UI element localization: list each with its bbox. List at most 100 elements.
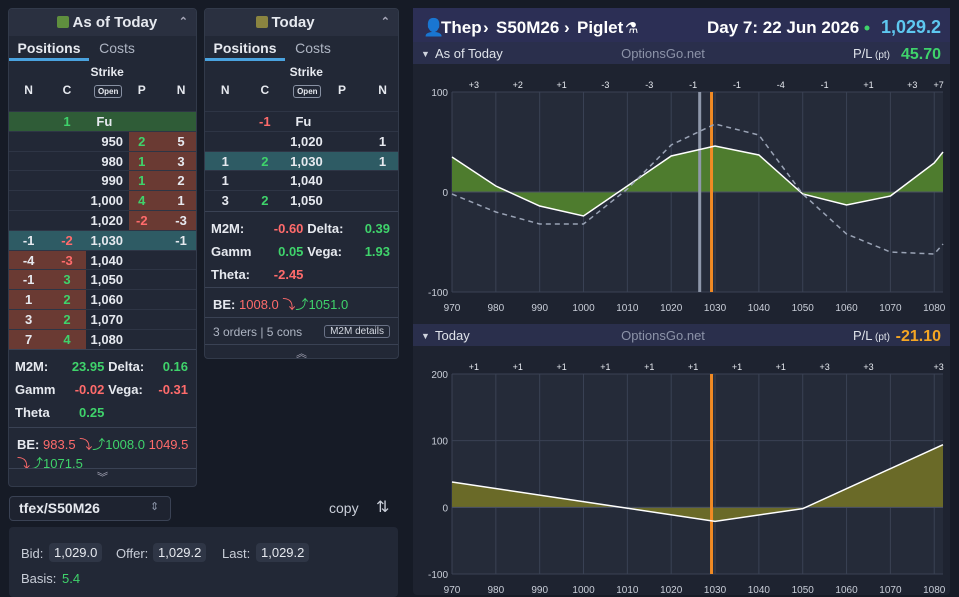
position-cell: 1 xyxy=(378,133,387,149)
stat-value: 23.95 xyxy=(71,359,105,374)
x-tick-label: 1050 xyxy=(792,585,815,595)
payoff-line xyxy=(451,123,944,255)
stat-label: M2M: xyxy=(211,221,245,236)
position-cell: 1 xyxy=(221,153,229,169)
basis-label: Basis: xyxy=(21,571,57,586)
symbol-text: tfex/S50M26 xyxy=(19,500,100,516)
breadcrumb-sep: › xyxy=(564,18,570,37)
strike-count-label: +1 xyxy=(644,362,654,372)
position-row: 990 1 2 xyxy=(9,170,196,192)
breadcrumb-sep: › xyxy=(483,18,489,37)
stat-value: -0.60 xyxy=(273,221,304,236)
y-tick-label: 0 xyxy=(442,188,448,199)
position-cell: 1 xyxy=(177,193,185,209)
column-header: P xyxy=(137,83,146,97)
strike-label: 1,000 xyxy=(90,193,124,209)
subheader-bg xyxy=(413,42,950,64)
position-cell: -2 xyxy=(61,232,73,248)
column-header: C xyxy=(260,83,270,97)
column-header: C xyxy=(62,83,72,97)
position-cell: -1 xyxy=(22,272,35,288)
position-cell: -4 xyxy=(22,252,35,268)
position-cell: -2 xyxy=(135,213,148,228)
copy-button[interactable]: copy xyxy=(329,500,359,516)
position-row: 950 2 5 xyxy=(9,130,196,152)
strike-count-label: +3 xyxy=(820,362,830,372)
tab[interactable]: Costs xyxy=(99,40,135,56)
stat-value: -0.02 xyxy=(74,382,105,397)
expand-chevron[interactable]: ︾ xyxy=(97,472,108,484)
strike-count-label: +1 xyxy=(776,362,786,372)
stat-label: Gamm xyxy=(15,382,56,397)
position-cell: 3 xyxy=(177,153,185,169)
stat-label: Gamm xyxy=(211,244,252,259)
x-tick-label: 1040 xyxy=(748,585,771,595)
position-row: Fu -1 xyxy=(205,111,398,132)
divider xyxy=(205,211,398,212)
panel-header: As of Today ⌃ xyxy=(9,9,196,36)
collapse-caret: ▼ xyxy=(421,49,430,59)
collapse-icon: ⌃ xyxy=(178,16,188,28)
basis-value: 5.4 xyxy=(62,571,81,586)
sort-icon[interactable]: ⇅ xyxy=(376,499,390,516)
stat-value: 0.05 xyxy=(278,244,304,259)
strike-count-label: -1 xyxy=(689,80,697,90)
cell-bg xyxy=(9,310,86,330)
tab[interactable]: Positions xyxy=(9,38,89,61)
strike-label: Fu xyxy=(295,114,312,129)
strike-count-label: +1 xyxy=(863,80,873,90)
column-header: N xyxy=(24,83,33,97)
title-square xyxy=(255,16,268,28)
position-row: 1,030 1 2 1 xyxy=(205,150,398,172)
x-tick-label: 970 xyxy=(444,585,461,595)
column-header: P xyxy=(338,83,347,97)
x-tick-label: 1010 xyxy=(616,585,639,595)
strike-label: 1,060 xyxy=(90,292,124,308)
stat-label: Vega: xyxy=(108,382,143,397)
strike-label: 1,050 xyxy=(90,272,124,288)
payoff-line xyxy=(451,443,944,523)
position-cell: -1 xyxy=(259,114,271,129)
stat-label: M2M: xyxy=(15,359,49,374)
position-cell: -1 xyxy=(175,232,187,248)
stat-label: Delta: xyxy=(108,359,145,374)
x-tick-label: 1020 xyxy=(660,303,683,314)
x-tick-label: 980 xyxy=(487,303,504,314)
day-label: Day 7: 22 Jun 2026 xyxy=(707,18,859,37)
position-cell: 2 xyxy=(177,173,185,189)
x-tick-label: 1030 xyxy=(704,585,727,595)
bid-label: Bid: xyxy=(21,546,44,561)
tab[interactable]: Costs xyxy=(295,40,331,56)
break-even: BE: 1008.0 ⤵⤴1051.0 xyxy=(213,295,392,314)
position-row: 1,050 3 2 xyxy=(205,190,398,211)
plot-bg xyxy=(452,374,943,574)
cell-bg xyxy=(128,211,196,231)
payoff-area xyxy=(452,444,943,522)
strike-count-label: +7 xyxy=(933,80,943,90)
pl-unit: (pt) xyxy=(875,332,890,343)
column-header: N xyxy=(176,83,186,97)
divider xyxy=(9,427,196,428)
strike-header: Strike xyxy=(90,65,124,79)
expand-chevron[interactable]: ︽ xyxy=(296,348,307,359)
symbol-select[interactable]: tfex/S50M26 ⇕ xyxy=(9,496,171,521)
strike-label: 1,080 xyxy=(90,331,124,347)
tab[interactable]: Positions xyxy=(205,38,285,61)
strike-header: Strike xyxy=(289,65,323,79)
select-arrows: ⇕ xyxy=(150,501,160,513)
quote-box: Bid: 1,029.0 Offer: 1,029.2 Last: 1,029.… xyxy=(9,527,398,597)
x-tick-label: 990 xyxy=(531,303,548,314)
position-cell: 5 xyxy=(177,133,185,149)
position-cell: 3 xyxy=(221,193,229,209)
offer-label: Offer: xyxy=(116,546,149,561)
stat-value: -0.31 xyxy=(158,382,188,397)
strike-label: 980 xyxy=(101,153,124,169)
cell-bg xyxy=(9,329,86,350)
position-cell: 1 xyxy=(378,153,387,169)
x-tick-label: 1060 xyxy=(835,303,858,314)
m2m-details-button[interactable]: M2M details xyxy=(324,325,390,338)
position-cell: -3 xyxy=(61,252,73,268)
be-label: BE: xyxy=(17,437,40,452)
collapse-icon: ⌃ xyxy=(380,16,390,28)
